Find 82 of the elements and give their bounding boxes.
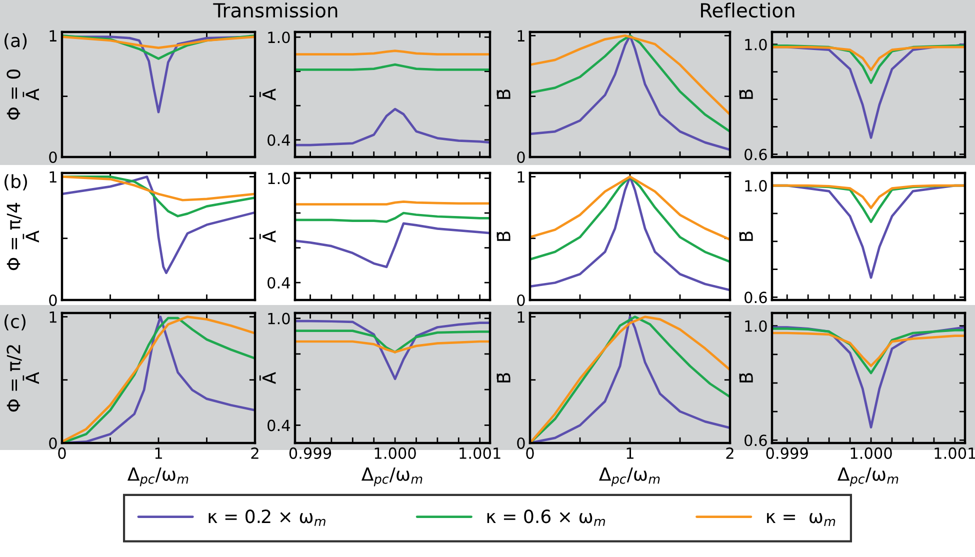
x-axis-title: Δ$_{pc}$/ω$_{m}$ — [361, 468, 422, 486]
y-axis-title: B̄ — [496, 373, 510, 382]
line-series — [295, 340, 490, 354]
y-axis-title: Φ = π/2 Ā — [6, 345, 39, 412]
chart-title: Transmission — [213, 2, 338, 18]
x-tick-label: 0.999 — [766, 447, 808, 459]
y-tick-label: 0.4 — [268, 420, 290, 432]
y-tick-label: 1 — [518, 311, 524, 323]
line-series — [772, 332, 965, 368]
line-series — [62, 34, 255, 60]
y-axis-title: Φ = π/4 Ā — [6, 202, 39, 270]
line-series — [530, 176, 730, 241]
y-tick-label: 1.0 — [745, 320, 767, 332]
y-axis-title: B̄ — [496, 90, 510, 99]
line-series — [62, 36, 255, 49]
line-series — [62, 176, 255, 274]
x-tick-label: 0 — [58, 447, 66, 459]
line-series — [772, 44, 965, 84]
x-tick-label: 0.999 — [289, 447, 332, 459]
x-tick-label: 1.001 — [460, 447, 500, 459]
y-tick-label: 0.4 — [268, 134, 290, 146]
y-tick-label: 1.0 — [745, 38, 767, 50]
y-axis-title: B̄ — [496, 232, 510, 241]
y-tick-label: 1.0 — [268, 32, 290, 44]
y-tick-label: 0.6 — [744, 292, 767, 304]
line-series — [530, 176, 730, 263]
x-tick-label: 2 — [251, 447, 258, 459]
y-tick-label: 0.4 — [268, 277, 290, 289]
line-series — [530, 176, 730, 292]
y-tick-label: 0 — [49, 151, 57, 164]
y-tick-label: 0.6 — [744, 434, 767, 446]
legend-label: κ = ω$_{m}$ — [767, 513, 836, 526]
x-tick-label: 1 — [626, 448, 634, 459]
legend-label: κ = 0.6 × ω$_{m}$ — [487, 510, 606, 526]
y-axis-title: Φ = 0 Ā — [6, 70, 39, 120]
y-axis-title: B̄ — [739, 232, 753, 241]
y-tick-label: 1.0 — [268, 172, 290, 184]
x-tick-label: 1 — [155, 448, 162, 459]
y-axis-title: B̄ — [739, 373, 753, 382]
y-axis-title: Ā — [259, 372, 276, 384]
y-tick-label: 1.0 — [745, 180, 767, 192]
y-tick-label: 0 — [517, 437, 525, 450]
chart-title: Reflection — [701, 2, 794, 18]
line-series — [772, 184, 965, 210]
line-series — [295, 222, 490, 268]
y-tick-label: 1 — [50, 311, 56, 323]
y-tick-label: 1.0 — [268, 312, 290, 324]
x-axis-title: Δ$_{pc}$/ω$_{m}$ — [837, 468, 898, 486]
line-series — [295, 320, 490, 380]
text: (b) — [4, 174, 27, 190]
text: (a) — [4, 33, 27, 50]
line-series — [772, 328, 965, 374]
y-tick-label: 0 — [517, 294, 525, 306]
x-tick-label: 0 — [526, 447, 534, 459]
line-series — [295, 108, 490, 146]
x-tick-label: 1.000 — [374, 447, 416, 459]
y-axis-title: Ā — [259, 230, 276, 243]
y-tick-label: 0 — [49, 437, 57, 450]
text: (c) — [4, 314, 26, 330]
x-tick-label: 2 — [726, 447, 734, 459]
line-series — [772, 46, 965, 72]
y-tick-label: 1 — [518, 171, 524, 183]
x-axis-title: Δ$_{pc}$/ω$_{m}$ — [127, 468, 188, 486]
line-series — [530, 316, 730, 443]
y-tick-label: 0 — [49, 294, 57, 306]
x-axis-title: Δ$_{pc}$/ω$_{m}$ — [598, 468, 660, 486]
line-series — [295, 212, 490, 223]
line-series — [295, 330, 490, 354]
line-series — [62, 176, 255, 202]
x-tick-label: 1.000 — [850, 447, 892, 459]
y-tick-label: 0.6 — [744, 148, 767, 160]
y-tick-label: 0 — [517, 151, 525, 164]
line-series — [530, 34, 730, 133]
y-axis-title: Ā — [259, 88, 276, 101]
y-axis-title: B̄ — [739, 90, 753, 99]
line-series — [530, 34, 730, 116]
line-series — [772, 326, 965, 428]
y-tick-label: 1 — [50, 30, 56, 42]
y-tick-label: 1 — [50, 171, 56, 183]
legend-label: κ = 0.2 × ω$_{m}$ — [208, 510, 326, 526]
y-tick-label: 1 — [518, 30, 524, 42]
x-tick-label: 1.001 — [934, 447, 975, 459]
